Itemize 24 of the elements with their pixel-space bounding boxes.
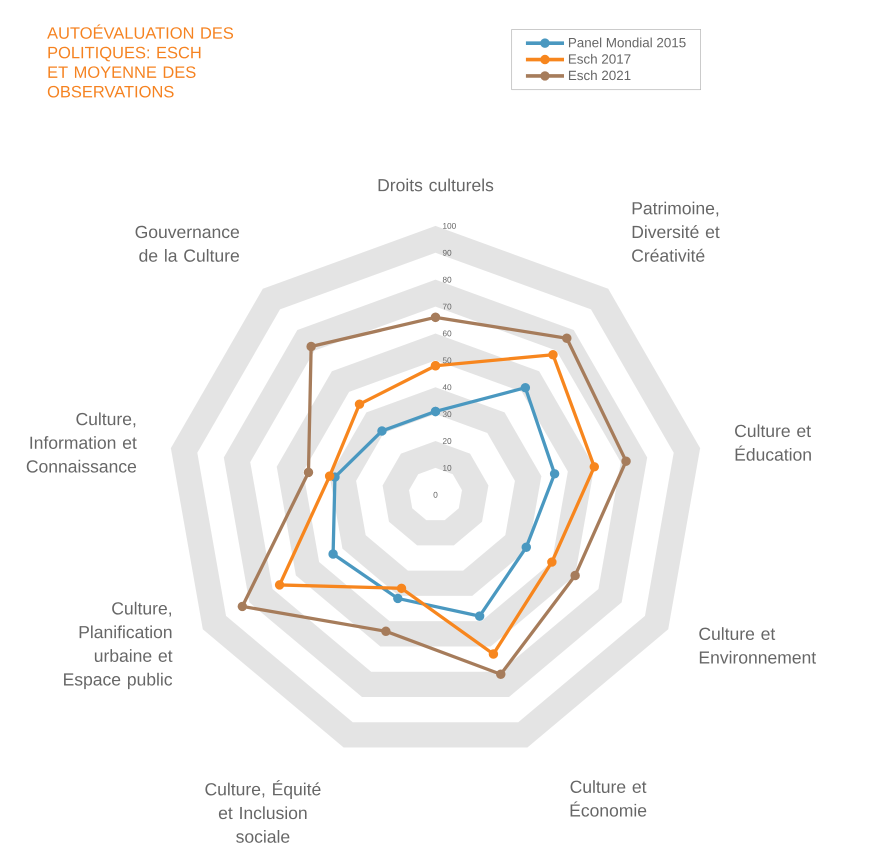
y-tick-label: 90	[442, 250, 452, 256]
y-tick-label: 40	[442, 384, 452, 390]
spoke-label: Culture, Équité et Inclusion sociale	[205, 780, 320, 843]
spoke-label: Culture et Éducation	[735, 424, 811, 461]
legend-label: Esch 2017	[568, 54, 630, 64]
legend-label: Esch 2021	[568, 70, 630, 80]
y-tick-label: 30	[442, 411, 452, 418]
spoke-label: Gouvernance de la Culture	[136, 226, 239, 262]
y-tick-label: 70	[442, 304, 452, 310]
y-tick-label: 100	[443, 223, 456, 229]
y-tick-label: 60	[442, 330, 452, 336]
y-tick-label: 10	[443, 465, 452, 471]
spoke-label: Culture, Information et Connaissance	[26, 412, 137, 473]
spoke-label: Droits culturels	[378, 178, 494, 192]
y-tick-label: 80	[442, 276, 452, 283]
y-tick-label: 20	[442, 438, 452, 444]
legend-label: Panel Mondial 2015	[568, 38, 686, 48]
y-tick-label: 50	[442, 357, 452, 364]
spoke-label: Patrimoine, Diversité et Créativité	[632, 202, 720, 262]
spoke-label: Culture et Économie	[570, 780, 646, 817]
text: AUTOÉVALUATION DES POLITIQUES: ESCH ET MOYENNE DES OBSERVATIONS	[47, 24, 234, 98]
spoke-label: Culture, Planification urbaine et Espace public	[64, 602, 172, 690]
y-tick-label: 0	[434, 492, 438, 498]
spoke-label: Culture et Environnement	[699, 627, 816, 664]
